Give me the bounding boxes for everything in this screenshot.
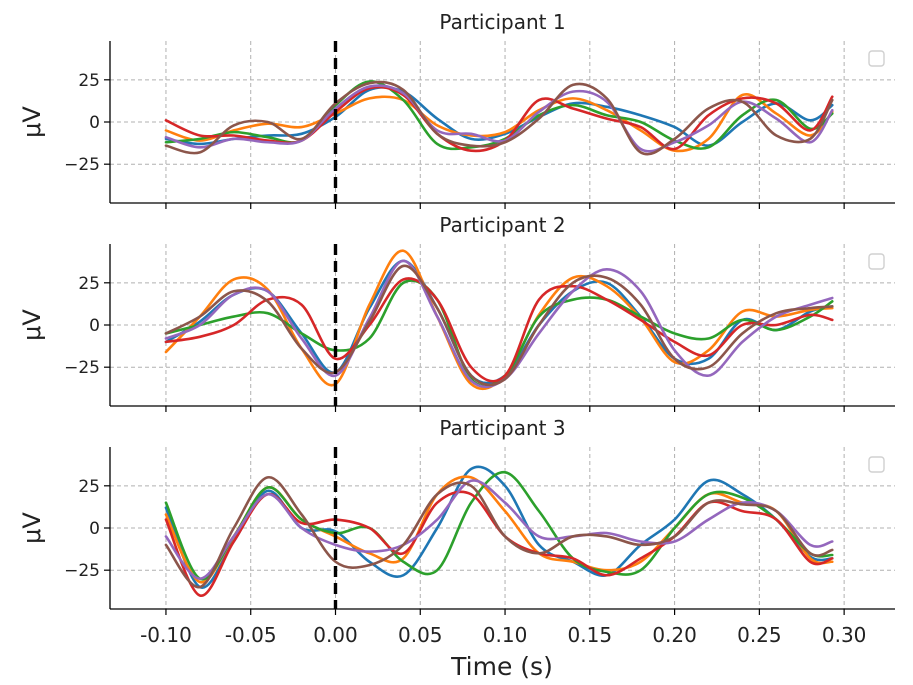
series-line-3	[164, 80, 834, 151]
x-tick-label: 0.10	[483, 623, 528, 647]
y-axis-label: μV	[18, 512, 46, 544]
series-line-4	[164, 277, 834, 383]
y-tick-label: −25	[64, 561, 100, 581]
legend-box[interactable]	[868, 50, 885, 67]
x-tick-label: 0.30	[822, 623, 867, 647]
series-line-5	[164, 84, 834, 153]
y-tick-label: 0	[89, 519, 100, 539]
grid	[110, 41, 895, 203]
series-lines	[164, 249, 834, 391]
panel-participant-2: Participant 2 −25 0 25 μV	[18, 213, 895, 412]
panel-participant-1: Participant 1 −25 0 25 μV	[18, 10, 895, 209]
panel-title: Participant 2	[439, 213, 565, 237]
grid	[110, 447, 895, 609]
panel-title: Participant 3	[439, 416, 565, 440]
x-tick-label: -0.10	[140, 623, 192, 647]
y-tick-label: 25	[78, 71, 100, 91]
series-line-2	[164, 249, 834, 391]
x-tick-label: 0.00	[313, 623, 358, 647]
series-line-6	[164, 264, 834, 387]
y-tick-label: 25	[78, 477, 100, 497]
y-tick-label: 0	[89, 316, 100, 336]
series-line-6	[164, 476, 834, 589]
y-tick-label: −25	[64, 358, 100, 378]
y-tick-label: −25	[64, 155, 100, 175]
x-tick-label: -0.05	[225, 623, 277, 647]
x-tick-label: 0.20	[652, 623, 697, 647]
x-tick-label: 0.25	[737, 623, 782, 647]
series-line-2	[164, 93, 834, 153]
y-axis-label: μV	[18, 309, 46, 341]
series-line-1	[164, 465, 834, 589]
y-tick-label: 25	[78, 274, 100, 294]
x-tick-label: 0.05	[398, 623, 443, 647]
y-tick-label: 0	[89, 113, 100, 133]
legend-box[interactable]	[868, 253, 885, 270]
series-line-6	[164, 80, 834, 156]
series-line-3	[164, 471, 834, 581]
x-tick-labels: -0.10 -0.05 0.00 0.05 0.10 0.15 0.20 0.25 0.30	[140, 623, 866, 647]
series-lines	[164, 465, 834, 597]
x-axis-label: Time (s)	[450, 652, 553, 681]
series-line-5	[164, 479, 834, 580]
series-lines	[164, 80, 834, 156]
panel-title: Participant 1	[439, 10, 565, 34]
y-axis-label: μV	[18, 106, 46, 138]
x-tick-label: 0.15	[568, 623, 613, 647]
series-line-1	[164, 86, 834, 147]
panel-participant-3: Participant 3 −25 0 25 μV	[18, 416, 895, 615]
legend-box[interactable]	[868, 456, 885, 473]
